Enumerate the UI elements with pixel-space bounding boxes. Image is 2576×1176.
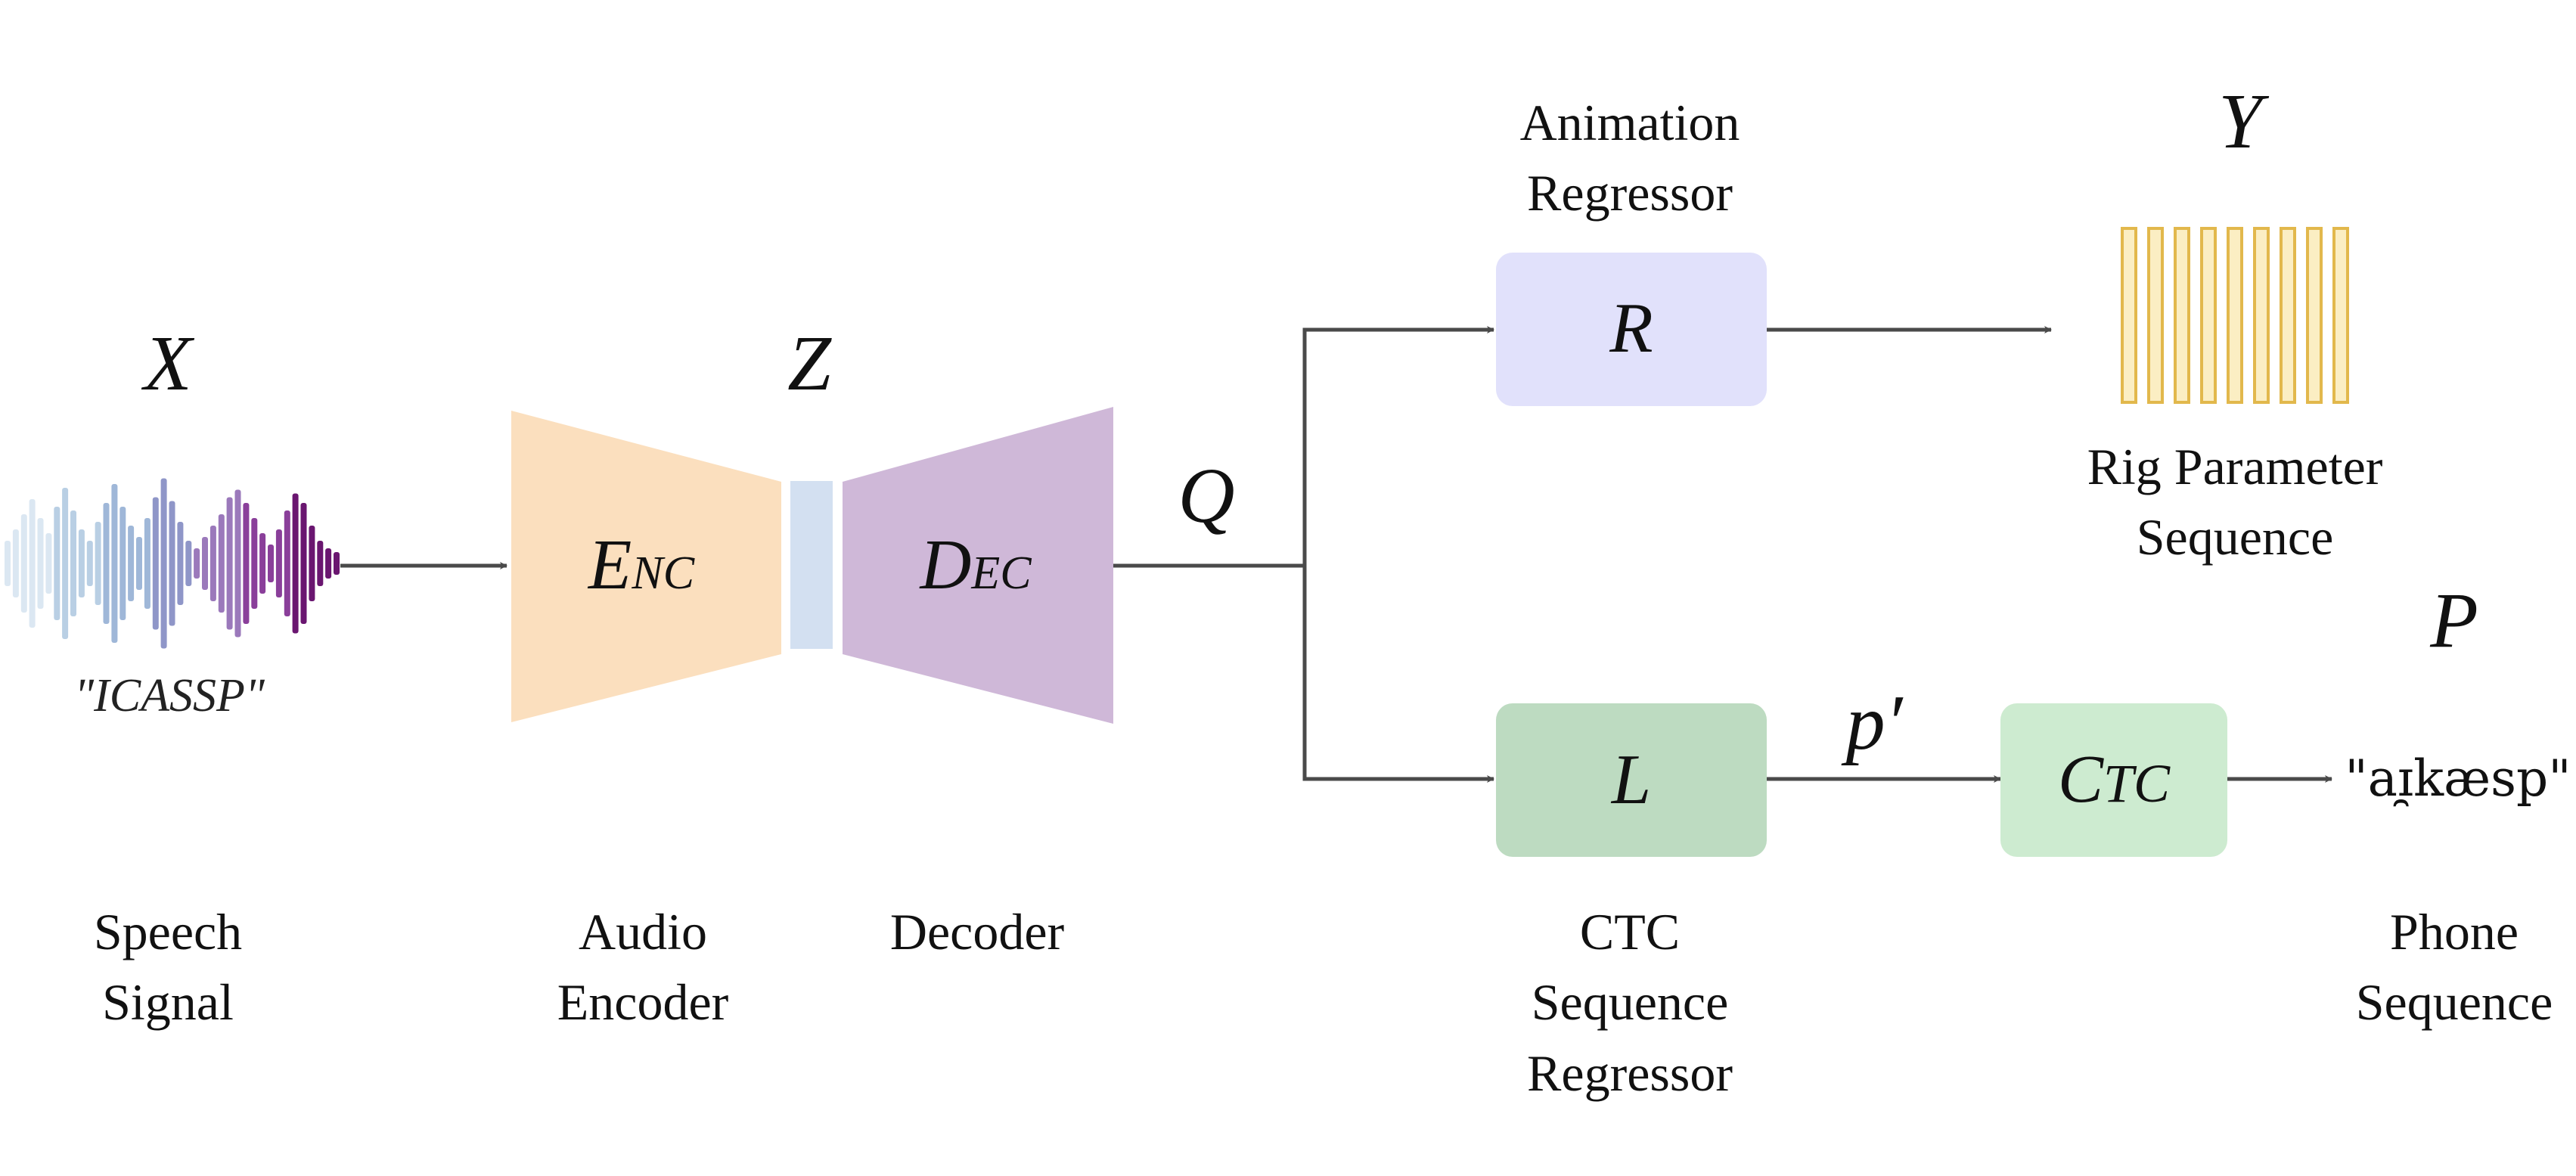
encoder-symbol-main: E <box>587 526 632 604</box>
waveform-bar <box>275 529 282 597</box>
waveform-bar <box>70 510 76 616</box>
speech-waveform <box>5 478 340 649</box>
speech-label-line2: Signal <box>102 973 234 1031</box>
rig-parameter-bar <box>2147 227 2164 404</box>
encoder-label-line2: Encoder <box>557 973 729 1031</box>
waveform-bar <box>160 478 167 649</box>
ctc-symbol: CTC <box>2058 742 2171 817</box>
waveform-bar <box>300 503 307 624</box>
waveform-bar <box>54 507 61 620</box>
waveform-bar <box>86 541 93 586</box>
animation-label-line1: Animation <box>1520 94 1740 151</box>
decoder-symbol-sub: EC <box>970 548 1032 599</box>
rig-label-line2: Sequence <box>2137 508 2334 566</box>
variable-x: X <box>141 320 194 407</box>
phone-transcription: "aɪ̯kæsp" <box>2345 749 2571 808</box>
rig-parameter-bar <box>2306 227 2323 404</box>
ctc-sequence-regressor-box <box>1496 703 1767 857</box>
waveform-bar <box>45 533 52 594</box>
speech-quote: "ICASSP" <box>74 670 265 721</box>
rig-label-line1: Rig Parameter <box>2087 438 2383 495</box>
waveform-bar <box>234 489 241 638</box>
variable-z: Z <box>787 320 832 407</box>
ctc-symbol-main: C <box>2058 742 2104 817</box>
waveform-bar <box>243 503 250 624</box>
animation-regressor-box <box>1496 253 1767 406</box>
waveform-bar <box>95 522 101 605</box>
waveform-bar <box>218 514 225 613</box>
rig-parameter-bar <box>2121 227 2137 404</box>
waveform-bar <box>292 493 299 634</box>
waveform-bar <box>334 552 340 575</box>
variable-q: Q <box>1178 452 1234 539</box>
variable-y: Y <box>2218 78 2270 165</box>
waveform-bar <box>128 526 135 601</box>
waveform-bar <box>152 497 159 630</box>
ctc-regressor-label-line1: CTC <box>1580 903 1680 960</box>
ctc-regressor-symbol: L <box>1610 740 1651 819</box>
rig-parameter-bar <box>2253 227 2270 404</box>
waveform-bar <box>78 529 85 597</box>
waveform-bar <box>259 533 266 594</box>
rig-parameter-bars <box>2121 227 2349 404</box>
arrow-branch-to-animation <box>1302 326 1494 566</box>
rig-parameter-bar <box>2200 227 2217 404</box>
waveform-bar <box>209 526 216 601</box>
audio-encoder-block <box>511 411 781 722</box>
encoder-symbol-sub: NC <box>631 548 694 599</box>
rig-parameter-bar <box>2280 227 2296 404</box>
waveform-bar <box>185 541 192 586</box>
animation-regressor-symbol: R <box>1609 289 1653 368</box>
ctc-regressor-label-line3: Regressor <box>1527 1044 1733 1102</box>
waveform-bar <box>177 522 184 605</box>
latent-z-block <box>790 481 833 649</box>
ctc-box <box>2000 703 2227 857</box>
waveform-bar <box>309 526 315 601</box>
arrow-branch-to-ctc-regressor <box>1302 566 1494 783</box>
waveform-bar <box>144 518 151 609</box>
waveform-bar <box>136 537 142 590</box>
waveform-bar <box>12 529 19 597</box>
waveform-bar <box>284 510 290 616</box>
decoder-label: Decoder <box>890 903 1065 960</box>
variable-p: P <box>2429 577 2478 664</box>
ctc-symbol-sub: TC <box>2103 753 2171 814</box>
waveform-bar <box>119 507 126 620</box>
waveform-bar <box>29 499 36 628</box>
waveform-bar <box>169 501 175 626</box>
waveform-bar <box>251 518 258 609</box>
ctc-regressor-label-line2: Sequence <box>1532 973 1729 1031</box>
waveform-bar <box>194 548 200 579</box>
variable-p-prime: p′ <box>1841 679 1904 766</box>
waveform-bar <box>5 541 11 586</box>
waveform-bar <box>317 541 324 586</box>
animation-label-line2: Regressor <box>1527 164 1733 222</box>
waveform-bar <box>202 537 208 590</box>
rig-parameter-bar <box>2227 227 2243 404</box>
waveform-bar <box>226 497 233 630</box>
waveform-bar <box>20 514 27 613</box>
decoder-block <box>843 407 1113 724</box>
waveform-bar <box>37 518 44 609</box>
encoder-label-line1: Audio <box>579 903 707 960</box>
waveform-bar <box>62 488 69 639</box>
waveform-bar <box>103 503 110 624</box>
encoder-symbol: ENC <box>587 526 695 604</box>
rig-parameter-bar <box>2332 227 2349 404</box>
waveform-bar <box>325 548 332 579</box>
phone-label-line1: Phone <box>2390 903 2519 960</box>
speech-label-line1: Speech <box>94 903 242 960</box>
waveform-bar <box>268 545 274 582</box>
phone-label-line2: Sequence <box>2356 973 2553 1031</box>
decoder-symbol-main: D <box>918 526 971 604</box>
rig-parameter-bar <box>2174 227 2190 404</box>
waveform-bar <box>111 484 118 643</box>
decoder-symbol: DEC <box>918 526 1032 604</box>
